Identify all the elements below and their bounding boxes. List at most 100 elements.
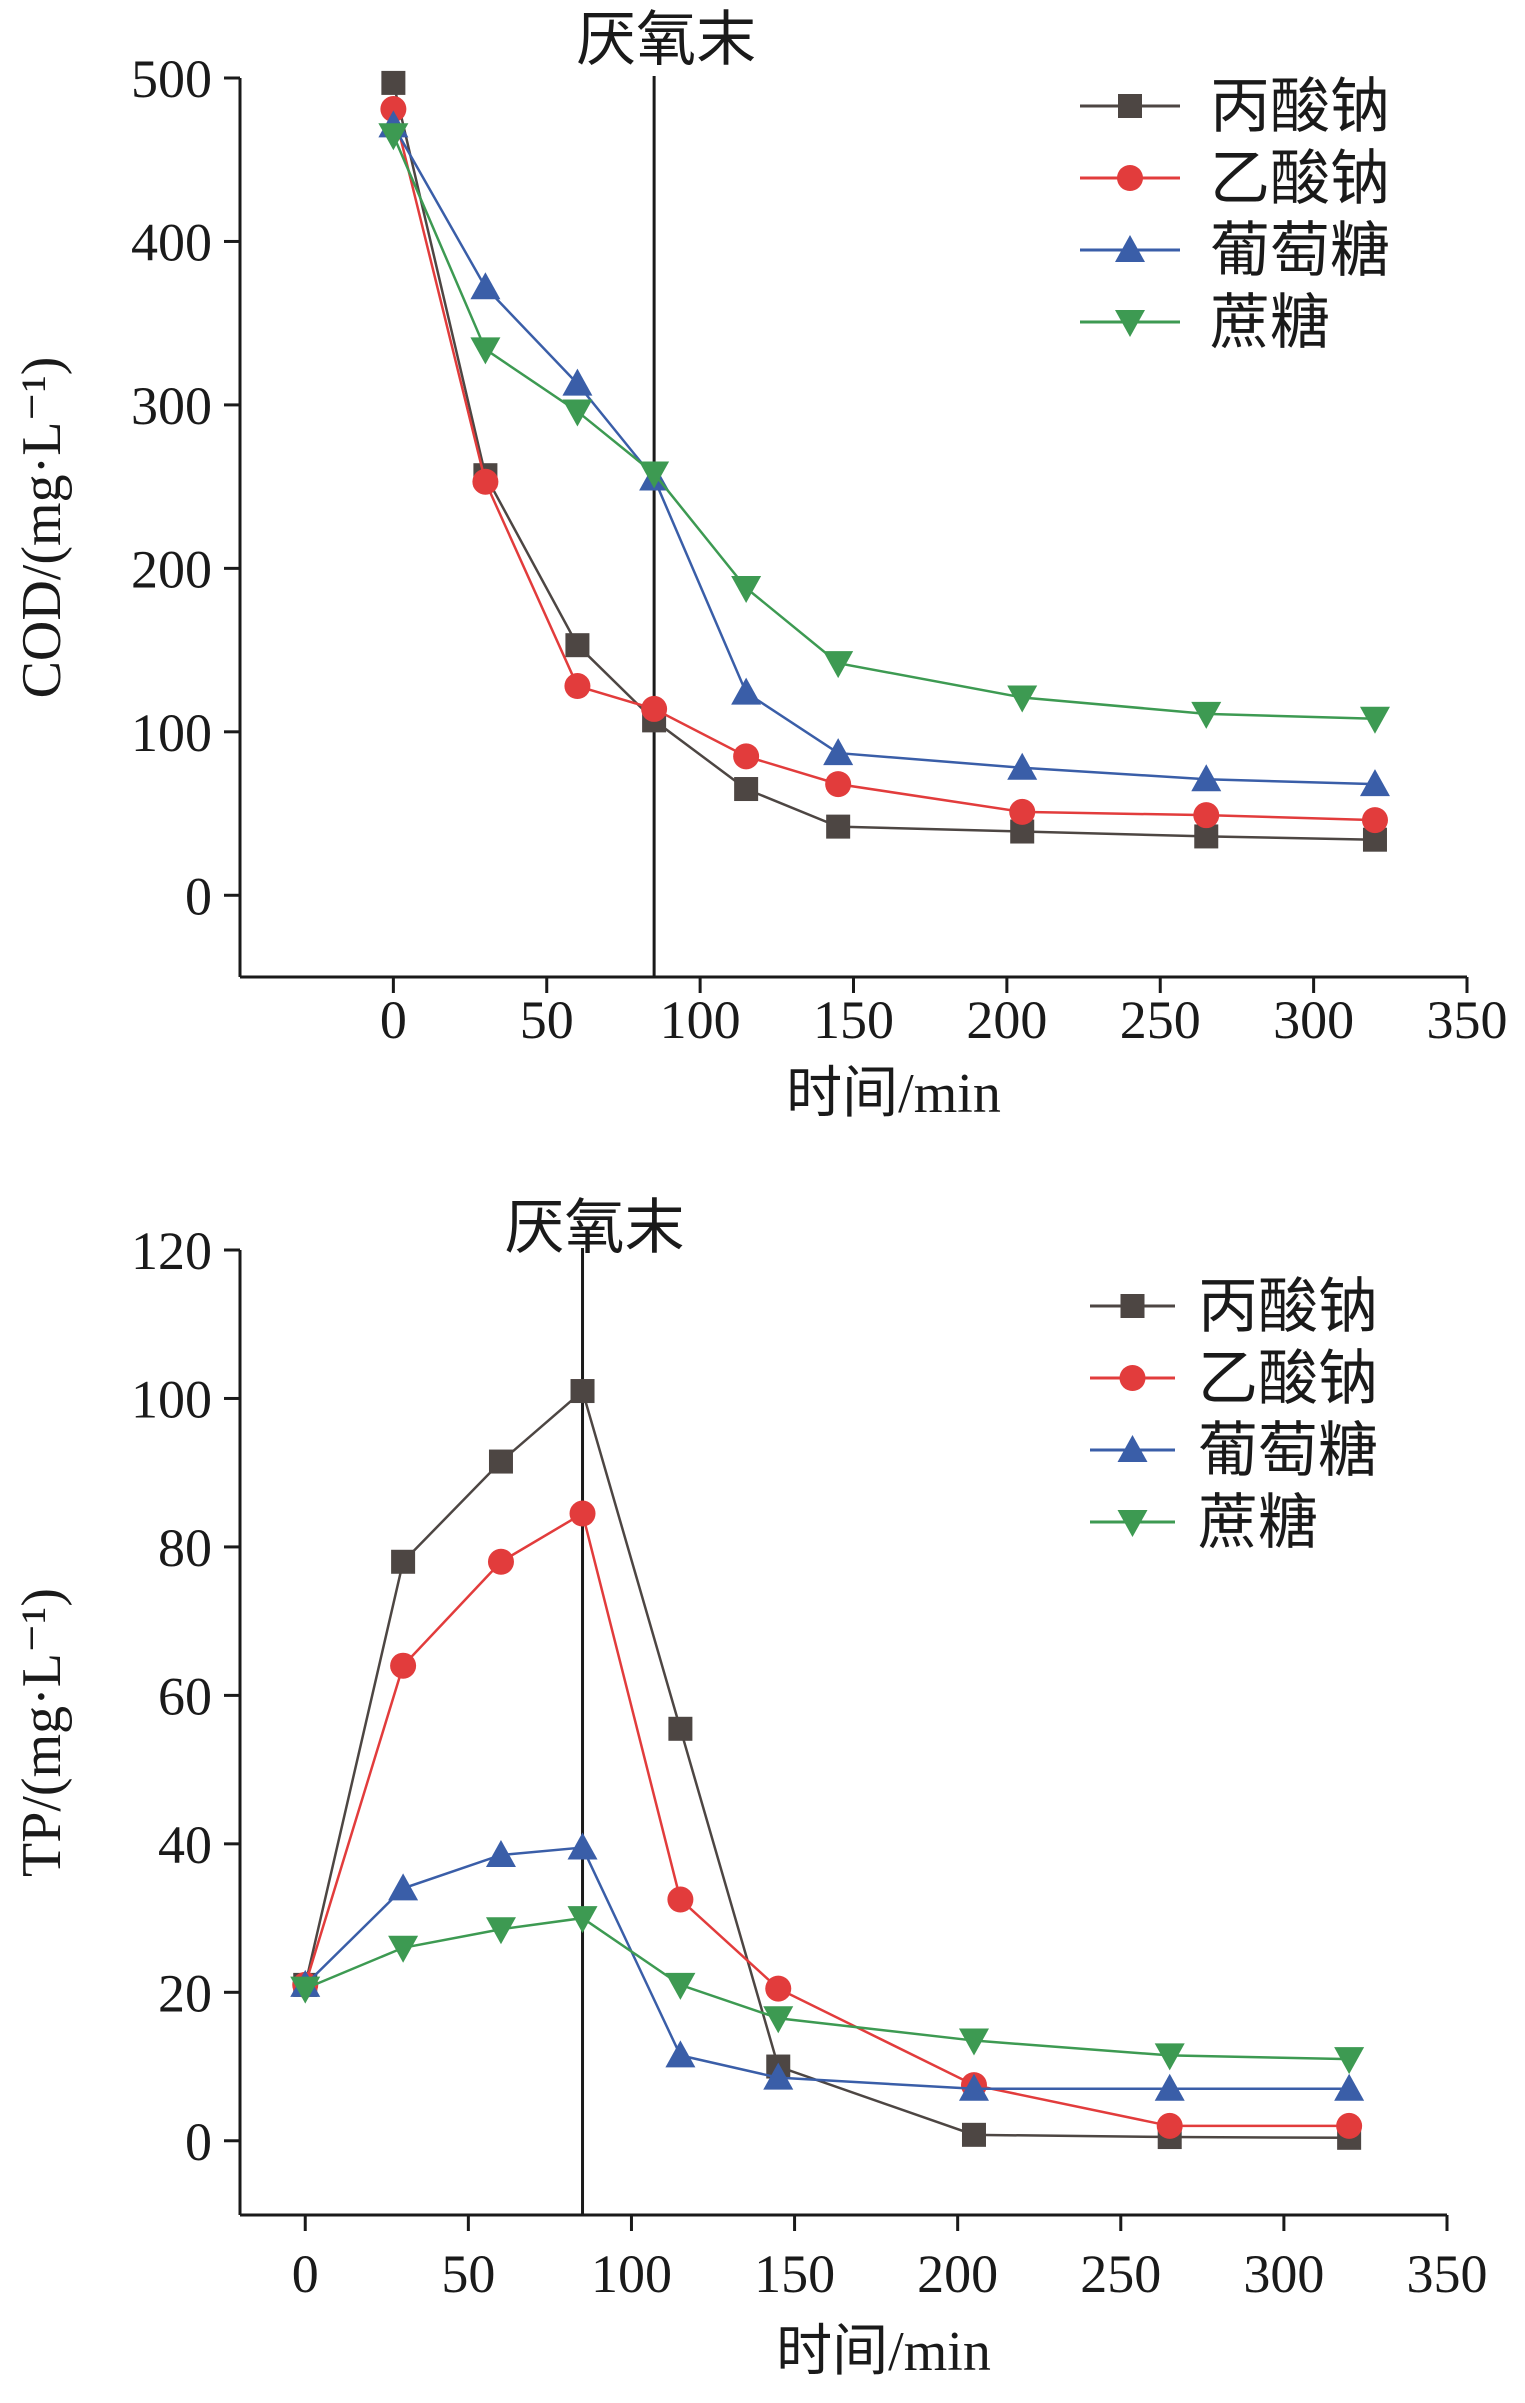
y-axis-title: COD/(mg·L⁻¹)	[11, 357, 73, 699]
y-axis-title: TP/(mg·L⁻¹)	[11, 1588, 73, 1877]
x-tick-label: 300	[1243, 2244, 1324, 2304]
data-point-series-3	[567, 1906, 598, 1934]
data-point-series-3	[485, 1917, 516, 1945]
data-point-series-1	[641, 695, 668, 722]
data-point-series-0	[961, 2122, 986, 2147]
y-tick-label: 60	[158, 1666, 212, 1726]
data-point-series-3	[1154, 2043, 1185, 2071]
series-line-3	[304, 1916, 1350, 2061]
legend-label-2: 葡萄糖	[1210, 218, 1390, 284]
legend-marker-2	[1117, 1435, 1148, 1462]
data-point-series-2	[1334, 2073, 1365, 2101]
legend-marker-1	[1119, 1365, 1146, 1391]
data-point-series-1	[1193, 802, 1220, 829]
data-point-series-3	[378, 123, 409, 151]
x-tick-label: 350	[1407, 2244, 1488, 2304]
data-point-series-2	[1191, 764, 1222, 792]
data-point-series-2	[1154, 2073, 1185, 2101]
y-tick-label: 100	[131, 1369, 212, 1429]
y-tick-label: 80	[158, 1518, 212, 1578]
data-point-series-3	[562, 399, 593, 427]
series-line-1	[304, 1511, 1350, 2128]
data-point-series-1	[765, 1975, 792, 2002]
data-point-series-0	[570, 1379, 595, 1404]
legend-marker-3	[1115, 310, 1145, 337]
data-point-series-0	[381, 70, 406, 95]
data-point-series-2	[823, 738, 854, 766]
x-axis-title: 时间/min	[786, 1063, 1001, 1125]
y-tick-label: 200	[131, 539, 212, 599]
data-point-series-3	[470, 337, 501, 365]
data-point-series-3	[1359, 706, 1390, 734]
data-point-series-2	[470, 272, 501, 300]
data-point-series-2	[763, 2062, 794, 2090]
y-tick-label: 20	[158, 1963, 212, 2023]
x-tick-label: 50	[441, 2244, 495, 2304]
data-point-series-3	[290, 1976, 321, 2004]
data-point-series-1	[380, 96, 407, 123]
x-tick-label: 250	[1120, 990, 1201, 1050]
y-tick-label: 500	[131, 49, 212, 109]
legend-label-0: 丙酸钠	[1198, 1274, 1378, 1340]
legend-marker-2	[1115, 235, 1145, 262]
x-tick-label: 100	[660, 990, 741, 1050]
data-point-series-3	[731, 575, 762, 603]
x-axis-title: 时间/min	[776, 2321, 991, 2383]
data-point-series-0	[734, 777, 759, 802]
x-tick-label: 250	[1080, 2244, 1161, 2304]
data-point-series-1	[390, 1652, 417, 1679]
y-tick-label: 120	[131, 1221, 212, 1281]
x-tick-label: 350	[1427, 990, 1508, 1050]
data-point-series-3	[1191, 701, 1222, 729]
data-point-series-2	[562, 368, 593, 396]
data-point-series-3	[823, 651, 854, 679]
x-tick-label: 200	[917, 2244, 998, 2304]
data-point-series-0	[826, 814, 851, 839]
data-point-series-3	[1007, 685, 1038, 713]
data-point-series-1	[1336, 2112, 1363, 2139]
data-point-series-2	[958, 2073, 989, 2101]
data-point-series-0	[488, 1449, 513, 1474]
series-line-2	[304, 1846, 1350, 2091]
legend-label-3: 蔗糖	[1210, 290, 1330, 356]
data-point-series-2	[485, 1839, 516, 1867]
data-point-series-3	[763, 2006, 794, 2034]
y-tick-label: 300	[131, 376, 212, 436]
anaerobic-end-label: 厌氧末	[505, 1195, 685, 1261]
legend-marker-0	[1118, 94, 1142, 118]
x-tick-label: 50	[520, 990, 574, 1050]
legend-label-1: 乙酸钠	[1210, 146, 1390, 212]
legend-marker-1	[1117, 165, 1143, 191]
data-point-series-3	[388, 1935, 419, 1963]
data-point-series-0	[1194, 824, 1219, 849]
legend-label-0: 丙酸钠	[1210, 74, 1390, 140]
data-point-series-2	[388, 1873, 419, 1901]
legend-label-3: 蔗糖	[1198, 1490, 1318, 1556]
data-point-series-1	[1156, 2112, 1183, 2139]
data-point-series-1	[564, 673, 591, 700]
x-tick-label: 300	[1273, 990, 1354, 1050]
legend-label-1: 乙酸钠	[1198, 1346, 1378, 1412]
x-tick-label: 100	[591, 2244, 672, 2304]
tp-chart: 0 50 100 150 200 250 300 350 0 20 40 60 80 100 120 时间/m…	[11, 1195, 1488, 2383]
data-point-series-1	[569, 1500, 596, 1527]
data-point-series-1	[1009, 798, 1036, 825]
x-tick-label: 0	[380, 990, 407, 1050]
data-point-series-1	[1361, 807, 1388, 834]
legend-marker-0	[1120, 1294, 1145, 1318]
y-tick-label: 400	[131, 212, 212, 272]
data-point-series-0	[391, 1549, 416, 1574]
data-point-series-3	[665, 1972, 696, 2000]
x-tick-label: 0	[292, 2244, 319, 2304]
anaerobic-end-label: 厌氧末	[576, 7, 756, 73]
data-point-series-1	[487, 1548, 514, 1575]
x-tick-label: 200	[966, 990, 1047, 1050]
y-tick-label: 40	[158, 1815, 212, 1875]
cod-chart: 0 50 100 150 200 250 300 350 0 100 200 300 400 500 时间/…	[11, 7, 1508, 1125]
data-point-series-2	[665, 2040, 696, 2068]
y-tick-label: 0	[185, 866, 212, 926]
data-point-series-0	[668, 1716, 693, 1741]
data-point-series-3	[639, 461, 670, 489]
data-point-series-2	[1359, 769, 1390, 797]
data-point-series-2	[1007, 752, 1038, 780]
